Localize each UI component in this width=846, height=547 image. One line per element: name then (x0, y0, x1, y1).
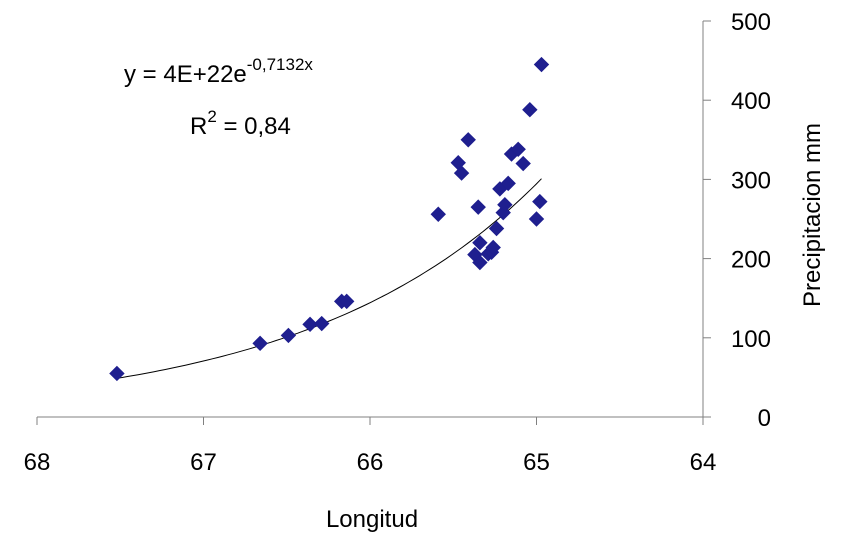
equation-exponent: -0,7132x (247, 55, 314, 74)
trendline-equation: y = 4E+22e-0,7132x (124, 55, 313, 88)
y-tick-label: 200 (731, 247, 771, 274)
r2-superscript: 2 (207, 107, 216, 126)
r2-value: = 0,84 (217, 113, 291, 140)
data-point (533, 56, 550, 73)
exponential-trendline (116, 178, 542, 379)
data-point (515, 155, 531, 172)
y-tick-label: 100 (731, 326, 771, 353)
x-tick-label: 67 (190, 449, 217, 476)
data-point (488, 220, 505, 237)
y-tick-label: 500 (731, 9, 771, 36)
equation-main: y = 4E+22e (124, 61, 247, 88)
data-point (252, 335, 268, 352)
data-point (453, 165, 470, 181)
y-axis-title: Precipitacion mm (799, 123, 826, 307)
x-axis-title: Longitud (326, 506, 418, 533)
data-point (522, 101, 538, 118)
y-axis-ticks: 0 100 200 300 400 500 (703, 9, 771, 432)
data-point (497, 197, 513, 213)
data-point (500, 175, 516, 192)
data-point (460, 132, 476, 148)
x-axis-ticks: 68 67 66 65 64 (24, 417, 717, 476)
data-point (470, 199, 486, 215)
data-point (280, 327, 297, 344)
x-tick-label: 65 (523, 449, 550, 476)
data-point (510, 141, 526, 158)
y-tick-label: 400 (731, 88, 771, 115)
data-points (109, 56, 550, 382)
data-point (302, 316, 318, 333)
data-point (430, 206, 446, 222)
data-point (314, 315, 330, 332)
data-point (532, 193, 548, 210)
data-point (472, 254, 488, 271)
x-tick-label: 66 (357, 449, 384, 476)
data-point (472, 235, 488, 251)
plot-area (109, 56, 550, 382)
data-point (338, 293, 355, 310)
data-point (528, 211, 545, 227)
r-squared-label: R2 = 0,84 (190, 107, 291, 140)
r2-letter: R (190, 113, 207, 140)
x-tick-label: 64 (690, 449, 717, 476)
x-tick-label: 68 (24, 449, 51, 476)
y-tick-label: 300 (731, 167, 771, 194)
data-point (485, 239, 501, 256)
y-tick-label: 0 (758, 405, 771, 432)
data-point (109, 365, 125, 382)
